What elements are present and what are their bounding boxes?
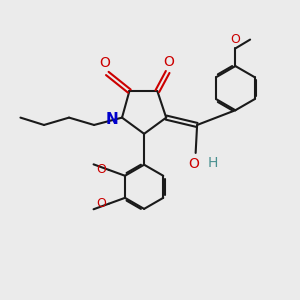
- Text: N: N: [106, 112, 118, 127]
- Text: H: H: [207, 156, 218, 170]
- Text: O: O: [97, 164, 106, 176]
- Text: O: O: [230, 33, 240, 46]
- Text: O: O: [164, 55, 175, 69]
- Text: O: O: [100, 56, 110, 70]
- Text: O: O: [97, 197, 106, 210]
- Text: O: O: [189, 158, 200, 171]
